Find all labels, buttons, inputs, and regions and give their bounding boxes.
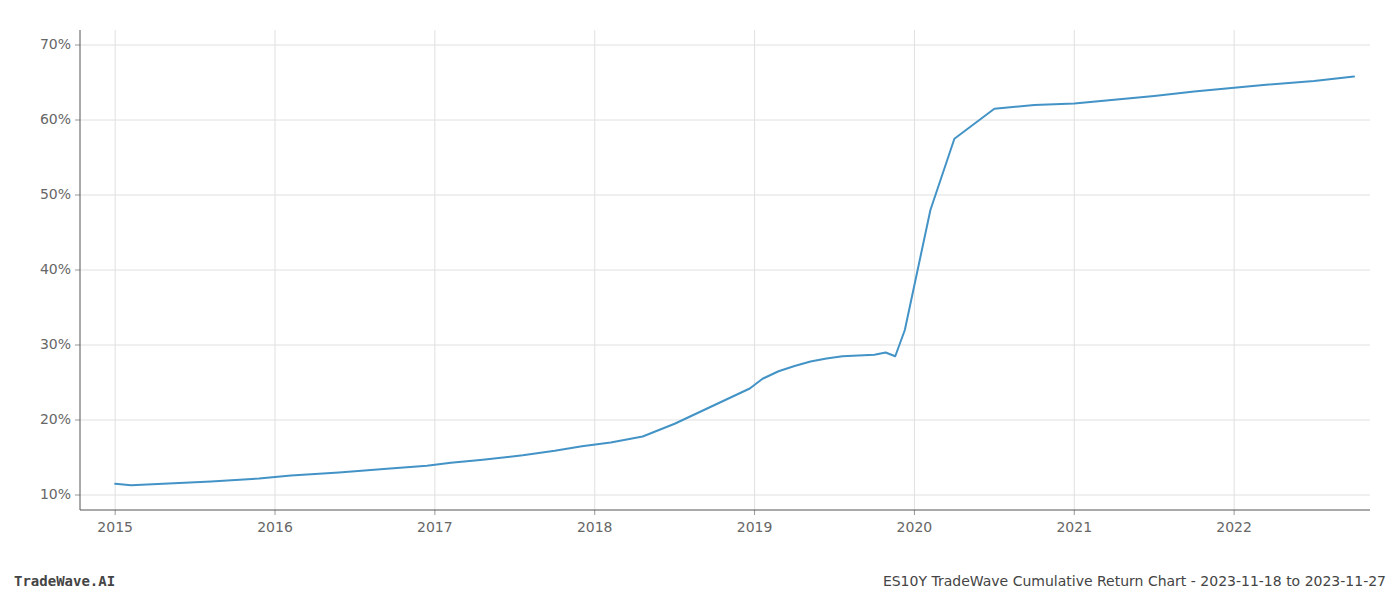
x-tick-label: 2021 <box>1056 519 1092 535</box>
x-tick-label: 2018 <box>577 519 613 535</box>
y-axis-line <box>80 30 81 510</box>
x-tick <box>594 510 595 515</box>
x-tick-label: 2016 <box>257 519 293 535</box>
x-tick-label: 2020 <box>897 519 933 535</box>
x-tick-label: 2022 <box>1216 519 1252 535</box>
x-grid-line <box>914 30 915 510</box>
axes: 10% 20% 30% 40% 50% 60% 70% 2015 2016 2017 2018 201… <box>40 30 1370 535</box>
y-tick <box>75 45 80 46</box>
y-grid-line <box>80 495 1370 496</box>
y-tick-label: 60% <box>40 111 71 127</box>
x-tick <box>115 510 116 515</box>
x-tick <box>1074 510 1075 515</box>
y-tick <box>75 420 80 421</box>
x-tick <box>1234 510 1235 515</box>
y-tick-label: 40% <box>40 261 71 277</box>
x-grid-line <box>754 30 755 510</box>
footer-left-text: TradeWave.AI <box>14 573 115 589</box>
x-grid-line <box>594 30 595 510</box>
x-grid-line <box>275 30 276 510</box>
y-grid-line <box>80 270 1370 271</box>
x-grid-line <box>115 30 116 510</box>
x-tick-label: 2015 <box>97 519 133 535</box>
y-grid-line <box>80 120 1370 121</box>
y-grid-line <box>80 420 1370 421</box>
footer-right-text: ES10Y TradeWave Cumulative Return Chart … <box>883 573 1386 589</box>
background <box>0 0 1400 600</box>
data-line <box>115 77 1354 486</box>
x-tick <box>275 510 276 515</box>
x-tick-label: 2017 <box>417 519 453 535</box>
chart: 10% 20% 30% 40% 50% 60% 70% 2015 2016 2017 2018 201… <box>0 0 1400 600</box>
y-tick <box>75 120 80 121</box>
x-grid-line <box>434 30 435 510</box>
y-tick-label: 50% <box>40 186 71 202</box>
x-grid-line <box>1234 30 1235 510</box>
x-tick <box>914 510 915 515</box>
x-tick <box>434 510 435 515</box>
y-grid-line <box>80 195 1370 196</box>
y-tick-label: 70% <box>40 36 71 52</box>
y-grid-line <box>80 345 1370 346</box>
y-tick-label: 30% <box>40 336 71 352</box>
plot-area <box>115 77 1354 486</box>
x-tick-label: 2019 <box>737 519 773 535</box>
y-tick-label: 10% <box>40 486 71 502</box>
y-grid-line <box>80 45 1370 46</box>
chart-container: 10% 20% 30% 40% 50% 60% 70% 2015 2016 2017 2018 201… <box>0 0 1400 600</box>
y-tick <box>75 345 80 346</box>
x-tick <box>754 510 755 515</box>
y-tick <box>75 270 80 271</box>
x-grid-line <box>1074 30 1075 510</box>
grid <box>80 30 1370 510</box>
y-tick <box>75 195 80 196</box>
y-tick-label: 20% <box>40 411 71 427</box>
y-tick <box>75 495 80 496</box>
x-axis-line <box>80 510 1370 511</box>
